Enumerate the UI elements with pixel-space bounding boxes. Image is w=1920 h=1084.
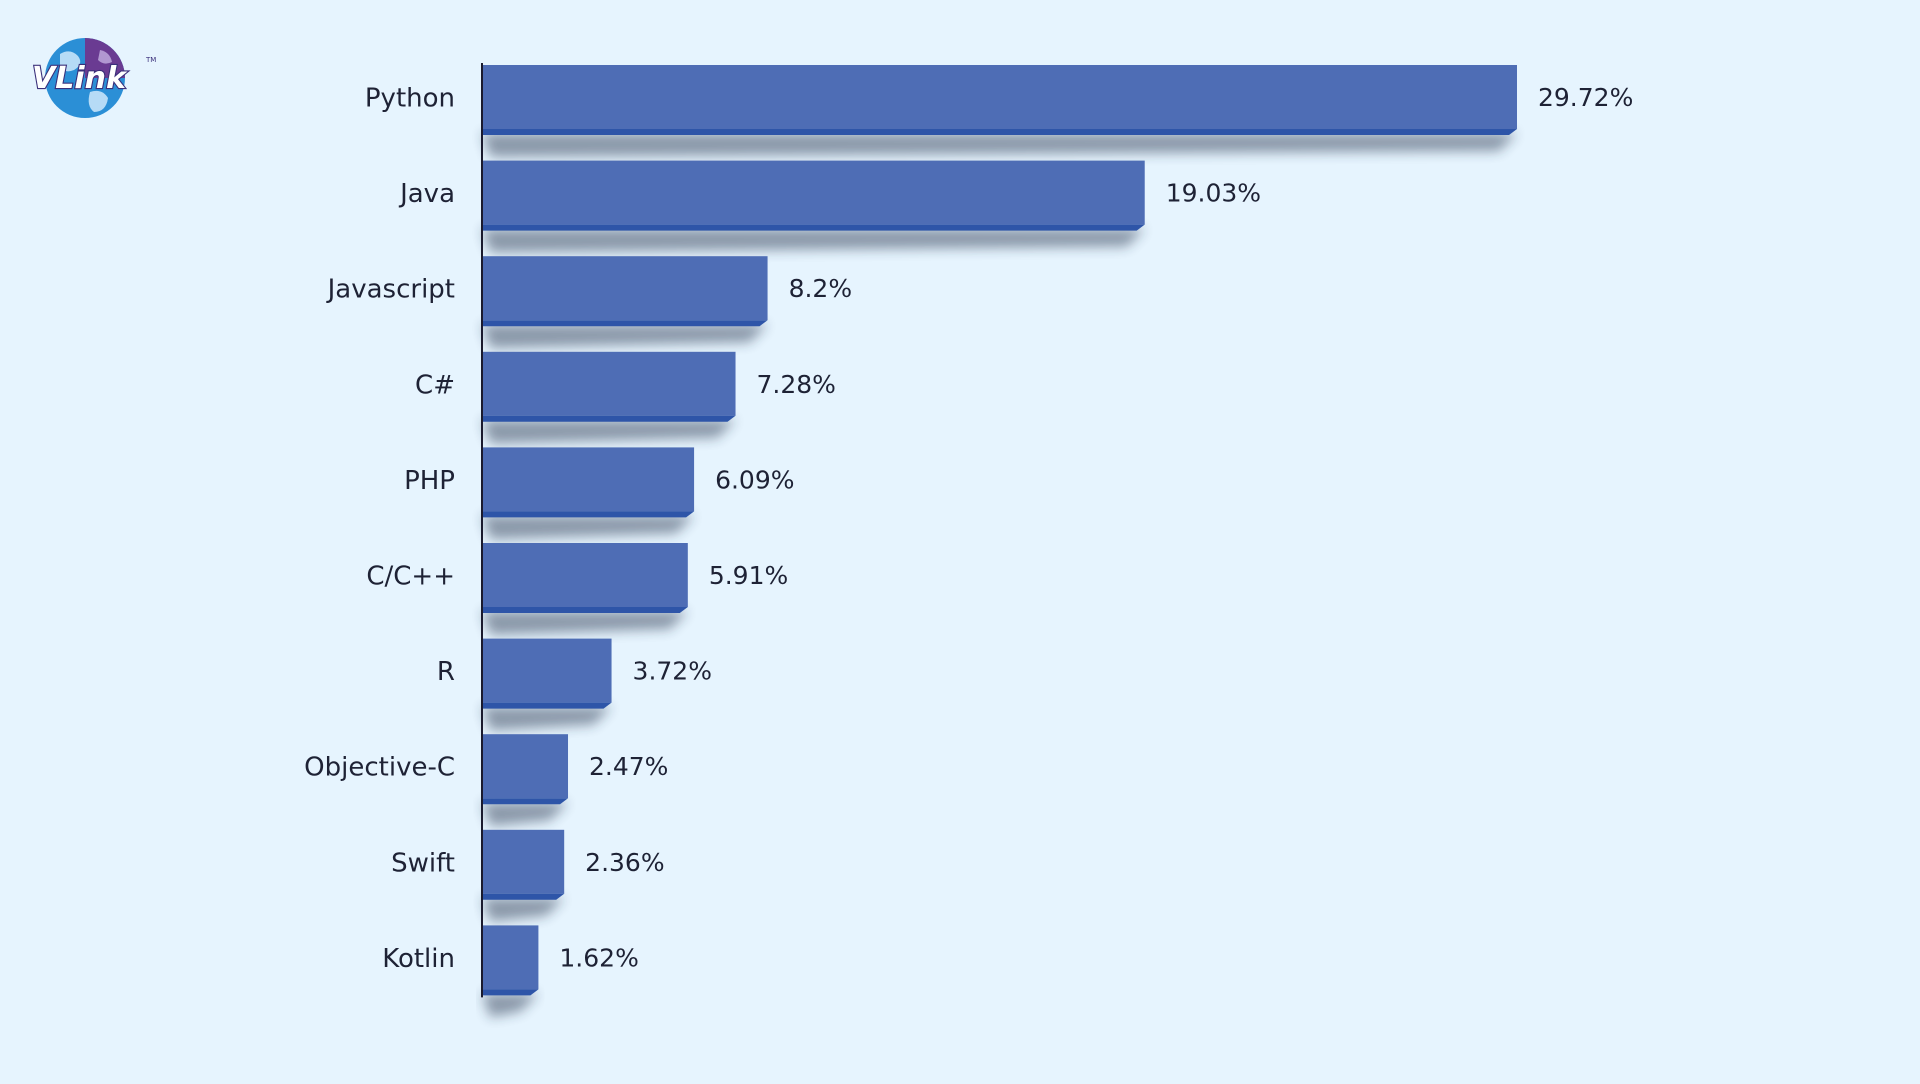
bar-edge: [482, 224, 1145, 231]
category-label: PHP: [404, 466, 455, 496]
category-label: Objective-C: [304, 753, 455, 783]
bar-edge: [482, 129, 1517, 135]
bar: [482, 447, 695, 512]
value-label: 5.91%: [709, 561, 788, 590]
value-label: 6.09%: [715, 465, 794, 494]
bar-edge: [482, 415, 736, 422]
bars: [482, 65, 1517, 996]
globe-icon: VLink TM: [31, 38, 156, 118]
value-label: 7.28%: [757, 370, 836, 399]
logo-text: VLink: [32, 61, 128, 96]
bar: [482, 638, 612, 703]
category-label: Javascript: [326, 275, 455, 305]
bar: [482, 543, 688, 607]
category-labels: Python Java Javascript C# PHP C/C++ R Objective…: [304, 84, 455, 974]
value-label: 1.62%: [559, 943, 638, 972]
value-label: 29.72%: [1538, 83, 1633, 112]
bar-edge: [482, 702, 612, 709]
bar-edge: [482, 607, 688, 613]
bar-shadow: [482, 802, 569, 827]
bar-shadow: [482, 611, 688, 635]
category-label: Swift: [391, 848, 455, 878]
bar-edge: [482, 320, 768, 327]
category-label: C/C++: [366, 562, 455, 592]
bar: [482, 256, 768, 321]
bar-edge: [482, 989, 539, 996]
value-label: 19.03%: [1166, 179, 1261, 208]
value-labels: 29.72% 19.03% 8.2% 7.28% 6.09% 5.91% 3.72% 2.47…: [559, 83, 1633, 972]
value-label: 8.2%: [789, 274, 853, 303]
logo-trademark: TM: [145, 56, 156, 64]
bar-shadow: [482, 228, 1145, 253]
bar: [482, 160, 1145, 225]
bar: [482, 351, 736, 416]
bar: [482, 65, 1517, 129]
bar: [482, 829, 565, 894]
category-label: R: [437, 657, 455, 687]
bar-edge: [482, 511, 695, 518]
bar-edge: [482, 893, 565, 900]
bar: [482, 925, 539, 990]
bar-shadow: [482, 897, 565, 922]
value-label: 3.72%: [633, 657, 712, 686]
vlink-logo: VLink TM: [30, 32, 160, 130]
value-label: 2.36%: [585, 848, 664, 877]
bar-shadow: [482, 706, 612, 731]
category-label: C#: [415, 370, 455, 400]
category-label: Java: [398, 179, 455, 209]
bar-shadow: [482, 324, 768, 349]
bar-shadow: [482, 133, 1517, 157]
bar-shadows: [482, 133, 1517, 1018]
bar-edge: [482, 798, 569, 805]
bar-shadow: [482, 515, 695, 540]
value-label: 2.47%: [589, 752, 668, 781]
category-label: Python: [365, 84, 455, 114]
bar-shadow: [482, 419, 736, 444]
bar: [482, 734, 569, 799]
category-label: Kotlin: [382, 944, 455, 974]
bar-shadow: [482, 993, 539, 1018]
